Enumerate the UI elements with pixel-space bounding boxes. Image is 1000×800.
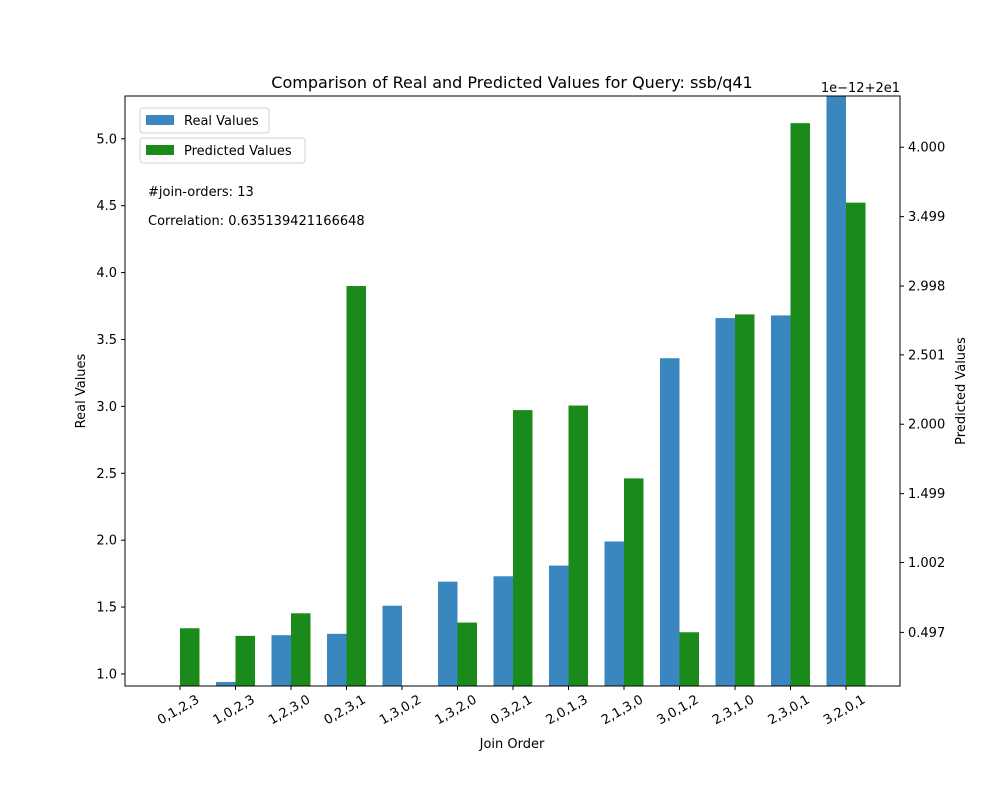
chart-title: Comparison of Real and Predicted Values … bbox=[271, 73, 752, 92]
legend-box-real bbox=[139, 107, 270, 134]
y-axis-label: Real Values bbox=[74, 353, 89, 428]
bar-predicted-2 bbox=[291, 613, 311, 686]
bar-predicted-1 bbox=[235, 635, 255, 686]
bar-predicted-5 bbox=[457, 622, 477, 686]
x-tick-label: 1,0,2,3 bbox=[211, 692, 258, 728]
bar-predicted-0 bbox=[180, 628, 200, 686]
left-tick-label: 2.5 bbox=[96, 467, 117, 482]
right-tick-label: 2.501 bbox=[908, 348, 945, 363]
legend-swatch-real bbox=[146, 115, 174, 125]
x-tick-label: 1,3,2,0 bbox=[433, 692, 480, 728]
x-tick-label: 2,3,0,1 bbox=[766, 692, 813, 728]
legend-swatch-predicted bbox=[146, 145, 174, 155]
x-tick-label: 2,1,3,0 bbox=[599, 692, 646, 728]
bar-real-10 bbox=[715, 318, 735, 686]
bar-real-9 bbox=[660, 358, 680, 686]
bar-predicted-7 bbox=[568, 405, 588, 686]
left-tick-label: 4.5 bbox=[96, 199, 117, 214]
bar-real-11 bbox=[771, 315, 791, 686]
bar-predicted-6 bbox=[513, 410, 533, 686]
right-tick-label: 0.497 bbox=[908, 626, 945, 641]
bar-real-3 bbox=[327, 633, 347, 686]
bar-predicted-3 bbox=[346, 286, 366, 686]
left-tick-label: 1.5 bbox=[96, 601, 117, 616]
bar-real-6 bbox=[493, 576, 513, 686]
legend: Real Values Predicted Values bbox=[139, 107, 306, 164]
real-value-bars bbox=[216, 96, 846, 686]
bar-real-1 bbox=[216, 681, 236, 686]
bar-real-7 bbox=[549, 565, 569, 686]
right-tick-label: 2.000 bbox=[908, 418, 945, 433]
x-tick-label: 3,2,0,1 bbox=[821, 692, 868, 728]
bar-predicted-10 bbox=[735, 314, 755, 686]
left-tick-label: 2.0 bbox=[96, 534, 117, 549]
x-tick-label: 1,3,0,2 bbox=[377, 692, 424, 728]
left-tick-label: 4.0 bbox=[96, 266, 117, 281]
bar-predicted-9 bbox=[679, 632, 699, 686]
annotation-correlation: Correlation: 0.635139421166648 bbox=[148, 214, 365, 229]
right-tick-label: 1.002 bbox=[908, 556, 945, 571]
bar-real-12 bbox=[826, 96, 846, 686]
x-tick-label: 3,0,1,2 bbox=[655, 692, 702, 728]
x-tick-label: 0,3,2,1 bbox=[488, 692, 535, 728]
bar-predicted-12 bbox=[846, 202, 866, 686]
x-axis-label: Join Order bbox=[479, 737, 545, 752]
right-tick-label: 4.000 bbox=[908, 141, 945, 156]
legend-label-predicted: Predicted Values bbox=[184, 144, 292, 159]
left-y-axis: 1.0 1.5 2.0 2.5 3.0 3.5 4.0 4.5 5.0 bbox=[96, 132, 125, 682]
bar-real-8 bbox=[604, 541, 624, 686]
left-tick-label: 1.0 bbox=[96, 667, 117, 682]
x-tick-label: 2,3,1,0 bbox=[710, 692, 757, 728]
right-tick-label: 2.998 bbox=[908, 280, 945, 295]
left-tick-label: 3.0 bbox=[96, 400, 117, 415]
x-tick-label: 2,0,1,3 bbox=[544, 692, 591, 728]
y2-axis-label: Predicted Values bbox=[954, 337, 969, 445]
x-tick-label: 1,2,3,0 bbox=[266, 692, 313, 728]
bar-real-5 bbox=[438, 581, 458, 686]
legend-label-real: Real Values bbox=[184, 114, 259, 129]
bar-real-2 bbox=[271, 635, 291, 686]
left-tick-label: 5.0 bbox=[96, 132, 117, 147]
bar-predicted-11 bbox=[790, 123, 810, 687]
bar-predicted-8 bbox=[624, 478, 644, 686]
right-tick-label: 1.499 bbox=[908, 487, 945, 502]
legend-box-predicted bbox=[139, 137, 306, 164]
x-tick-label: 0,1,2,3 bbox=[155, 692, 202, 728]
x-axis: 0,1,2,3 1,0,2,3 1,2,3,0 0,2,3,1 1,3,0,2 1,3,2… bbox=[155, 686, 868, 728]
annotation-join-orders: #join-orders: 13 bbox=[148, 185, 254, 200]
y2-offset-label: 1e−12+2e1 bbox=[821, 81, 900, 96]
bar-real-4 bbox=[382, 605, 402, 686]
x-tick-label: 0,2,3,1 bbox=[322, 692, 369, 728]
predicted-value-bars bbox=[180, 123, 866, 687]
right-tick-label: 3.499 bbox=[908, 210, 945, 225]
left-tick-label: 3.5 bbox=[96, 333, 117, 348]
right-y-axis: 0.497 1.002 1.499 2.000 2.501 2.998 3.499 4.000 bbox=[900, 141, 945, 641]
